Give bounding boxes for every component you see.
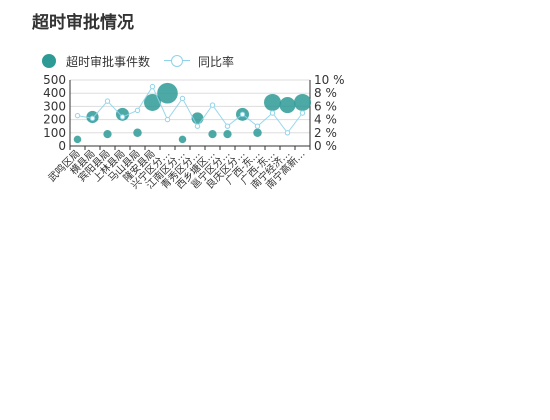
yoy-point[interactable] xyxy=(119,114,126,120)
y-left-tick-label: 0 xyxy=(58,139,66,153)
yoy-point[interactable] xyxy=(299,110,306,116)
bubble-point[interactable] xyxy=(178,135,187,144)
yoy-point[interactable] xyxy=(89,115,96,121)
yoy-point[interactable] xyxy=(284,130,291,136)
yoy-point[interactable] xyxy=(194,123,201,129)
yoy-point[interactable] xyxy=(209,102,216,108)
bubble-point[interactable] xyxy=(73,135,82,144)
yoy-point[interactable] xyxy=(134,107,141,114)
y-left-tick-label: 100 xyxy=(43,126,66,140)
yoy-point[interactable] xyxy=(224,123,231,129)
bubble-point[interactable] xyxy=(103,129,112,139)
legend-bubble-icon xyxy=(42,54,56,68)
yoy-point[interactable] xyxy=(74,112,81,119)
x-axis-labels: 武鸣区局横县局宾阳县局上林县局马山县局隆安县局兴宁区分…江南区分…青秀区分…西乡… xyxy=(45,147,307,192)
yoy-point[interactable] xyxy=(164,116,171,123)
yoy-point[interactable] xyxy=(269,110,276,116)
yoy-point[interactable] xyxy=(149,83,156,90)
bubble-point[interactable] xyxy=(208,129,217,139)
y-left-tick-label: 300 xyxy=(43,99,66,113)
legend-item-events[interactable]: 超时审批事件数 xyxy=(42,53,150,70)
y-right-tick-label: 6 % xyxy=(314,99,337,113)
legend-line-icon xyxy=(164,55,191,67)
y-right-tick-label: 0 % xyxy=(314,139,337,153)
yoy-line-series xyxy=(74,83,306,136)
chart-legend: 超时审批事件数 同比率 xyxy=(42,52,248,70)
bubble-point[interactable] xyxy=(294,93,311,111)
bubble-point[interactable] xyxy=(133,128,142,138)
yoy-point[interactable] xyxy=(254,123,261,129)
bubble-point[interactable] xyxy=(157,82,178,104)
chart-title: 超时审批情况 xyxy=(32,13,134,33)
axes: 0 0 % 100 2 % 200 4 % 300 6 % 400 8 % 500 10 % xyxy=(43,73,344,153)
legend-label-events: 超时审批事件数 xyxy=(66,54,151,69)
yoy-point[interactable] xyxy=(104,98,111,104)
y-right-tick-label: 4 % xyxy=(314,113,337,127)
y-left-tick-label: 400 xyxy=(43,86,66,100)
bubble-point[interactable] xyxy=(144,93,161,111)
events-bubble-series xyxy=(73,82,311,144)
y-right-tick-label: 10 % xyxy=(314,73,345,87)
bubble-point[interactable] xyxy=(264,93,281,111)
legend-item-yoy[interactable]: 同比率 xyxy=(164,53,234,70)
bubble-point[interactable] xyxy=(279,97,296,114)
y-right-tick-label: 2 % xyxy=(314,126,337,140)
bubble-point[interactable] xyxy=(223,129,232,139)
legend-label-yoy: 同比率 xyxy=(198,54,235,69)
y-left-tick-label: 200 xyxy=(43,113,66,127)
y-right-tick-label: 8 % xyxy=(314,86,337,100)
y-left-tick-label: 500 xyxy=(43,73,66,87)
yoy-line[interactable] xyxy=(77,85,303,134)
bubble-point[interactable] xyxy=(253,128,262,138)
yoy-point[interactable] xyxy=(179,95,186,102)
yoy-point[interactable] xyxy=(239,111,246,118)
